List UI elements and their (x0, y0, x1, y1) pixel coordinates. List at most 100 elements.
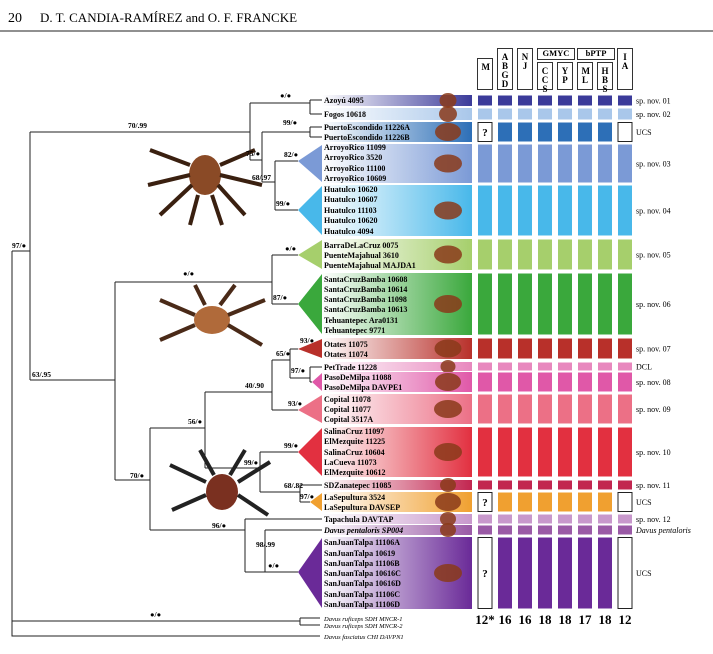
column-total: 17 (579, 612, 593, 627)
support-value: 97/● (291, 366, 305, 375)
column-cell (598, 514, 612, 524)
specimen-photo (434, 154, 462, 173)
column-cell (478, 144, 492, 183)
column-cell (617, 537, 633, 609)
column-cell (478, 362, 492, 371)
column-cell (578, 239, 592, 270)
clade-band (322, 95, 472, 106)
column-cell (477, 122, 493, 142)
column-cell (498, 144, 512, 183)
column-cell (578, 537, 592, 609)
column-header-text: M (481, 62, 491, 72)
labels: sp. nov. 01 sp. nov. 02? UCS sp. nov. 03 sp.… (12, 91, 691, 641)
column-cell (598, 362, 612, 371)
column-cell (498, 372, 512, 392)
column-cell (558, 427, 572, 477)
column-cell (518, 427, 532, 477)
column-cell (558, 394, 572, 424)
taxon-label: Tehuantepec 9771 (324, 326, 385, 335)
column-cell (498, 514, 512, 524)
taxon-label: SanJuanTalpa 10619 (324, 549, 395, 558)
column-cell (518, 480, 532, 490)
column-cell (558, 514, 572, 524)
collapsed-clades (298, 145, 322, 608)
column-cell (578, 185, 592, 236)
taxon-label: ElMezquite 10612 (324, 468, 386, 477)
column-cell (558, 480, 572, 490)
clade-label: sp. nov. 01 (636, 97, 671, 106)
column-cell (598, 492, 612, 512)
page-number: 20 (8, 11, 22, 26)
column-cell (538, 427, 552, 477)
column-cell (598, 525, 612, 535)
column-header-text: YP (561, 66, 569, 85)
clade-band (322, 108, 472, 120)
taxon-label: PuenteMajahual 3610 (324, 251, 399, 260)
clade-label: sp. nov. 11 (636, 481, 670, 490)
column-cell (538, 525, 552, 535)
column-cell (498, 273, 512, 335)
spider-photos (147, 148, 272, 517)
taxon-label: Copital 11077 (324, 405, 371, 414)
clade-triangle (312, 373, 322, 391)
column-cell (578, 95, 592, 106)
clade-band (322, 480, 472, 490)
taxon-label: LaSepultura DAVSEP (324, 503, 400, 512)
column-cell (618, 95, 632, 106)
column-cell (598, 394, 612, 424)
support-value: 87/● (273, 293, 287, 302)
group-header: bPTP (577, 48, 615, 60)
column-cell (478, 273, 492, 335)
taxon-label: Otates 11074 (324, 350, 368, 359)
column-cell (598, 338, 612, 359)
support-value: 99/● (283, 118, 297, 127)
column-cell (558, 185, 572, 236)
support-value: 99/● (244, 458, 258, 467)
clade-label: UCS (636, 498, 652, 507)
column-cell (558, 372, 572, 392)
column-cell (618, 525, 632, 535)
clade-triangle (298, 395, 322, 423)
column-cell (578, 362, 592, 371)
support-value: ●/● (183, 269, 194, 278)
column-cell (618, 394, 632, 424)
specimen-photo (440, 512, 456, 526)
column-header-text: NJ (521, 52, 529, 71)
column-cell (518, 185, 532, 236)
column-cell (558, 537, 572, 609)
clade-band (322, 525, 472, 535)
column-cell (538, 492, 552, 512)
column-header-text: IA (621, 52, 629, 71)
unknown-mark: ? (482, 127, 488, 139)
column-cell (518, 239, 532, 270)
clade-label: sp. nov. 06 (636, 300, 671, 309)
column-cell (578, 122, 592, 142)
column-cell (498, 427, 512, 477)
column-cell (518, 338, 532, 359)
clade-band (322, 362, 472, 371)
column-cell (538, 372, 552, 392)
taxon-label: SantaCruzBamba 10613 (324, 305, 407, 314)
column-cell (578, 394, 592, 424)
taxon-label: PetTrade 11228 (324, 363, 377, 372)
specimen-photo (435, 493, 461, 511)
column-cell (477, 492, 493, 512)
column-cell (598, 537, 612, 609)
taxon-label: Fogos 10618 (324, 110, 366, 119)
column-cell (618, 427, 632, 477)
taxon-label: SantaCruzBamba 11098 (324, 295, 407, 304)
column-cell (578, 480, 592, 490)
taxon-label: BarraDeLaCruz 0075 (324, 241, 398, 250)
clade-triangle (298, 428, 322, 476)
specimen-photo (434, 339, 462, 358)
column-header-text: ML (581, 66, 591, 85)
column-header: IA (617, 48, 633, 90)
taxon-label: PasoDeMilpa 11088 (324, 373, 391, 382)
column-cell (478, 427, 492, 477)
tree (11, 99, 322, 637)
clade-label: DCL (636, 363, 652, 372)
clade-label: sp. nov. 07 (636, 345, 671, 354)
column-cell (478, 514, 492, 524)
support-value: 40/.90 (245, 381, 264, 390)
